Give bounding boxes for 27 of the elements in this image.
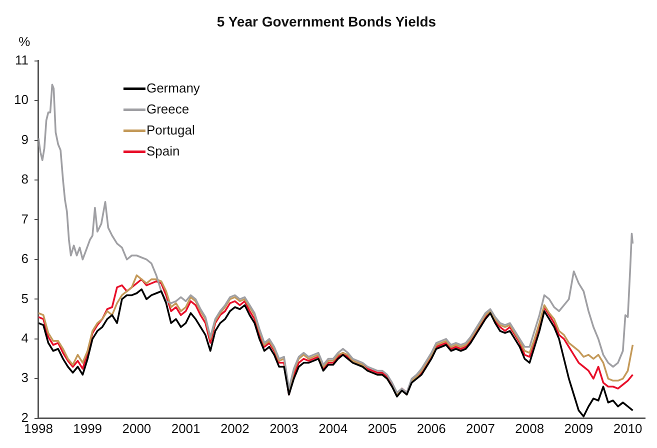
- y-tick-label: 6: [21, 251, 28, 266]
- y-tick-label: 8: [21, 172, 28, 187]
- legend-label: Spain: [146, 143, 180, 158]
- legend-label: Germany: [146, 80, 200, 96]
- legend-label: Greece: [146, 101, 190, 116]
- y-tick-label: 4: [21, 330, 28, 346]
- y-tick-label: 10: [14, 92, 28, 108]
- x-tick-label: 2006: [416, 420, 446, 436]
- x-tick-label: 2000: [122, 420, 152, 436]
- y-tick-label: 11: [14, 52, 28, 68]
- x-tick-label: 2007: [466, 420, 495, 436]
- x-tick-label: 2010: [613, 420, 642, 436]
- y-tick-label: 3: [21, 370, 28, 386]
- x-tick-label: 2009: [564, 420, 594, 436]
- y-tick-label: 7: [21, 211, 28, 226]
- x-tick-label: 2002: [220, 420, 250, 436]
- legend-label: Portugal: [146, 122, 195, 138]
- y-axis-title: %: [18, 34, 31, 49]
- x-tick-label: 2001: [171, 420, 200, 436]
- x-tick-label: 2005: [368, 420, 397, 436]
- x-tick-label: 1999: [73, 420, 102, 436]
- y-tick-label: 5: [21, 290, 28, 306]
- y-tick-label: 9: [21, 132, 28, 147]
- x-tick-label: 2008: [515, 420, 544, 436]
- x-tick-label: 2003: [270, 420, 298, 436]
- chart-title: 5 Year Government Bonds Yields: [216, 13, 436, 30]
- x-tick-label: 2004: [318, 420, 348, 436]
